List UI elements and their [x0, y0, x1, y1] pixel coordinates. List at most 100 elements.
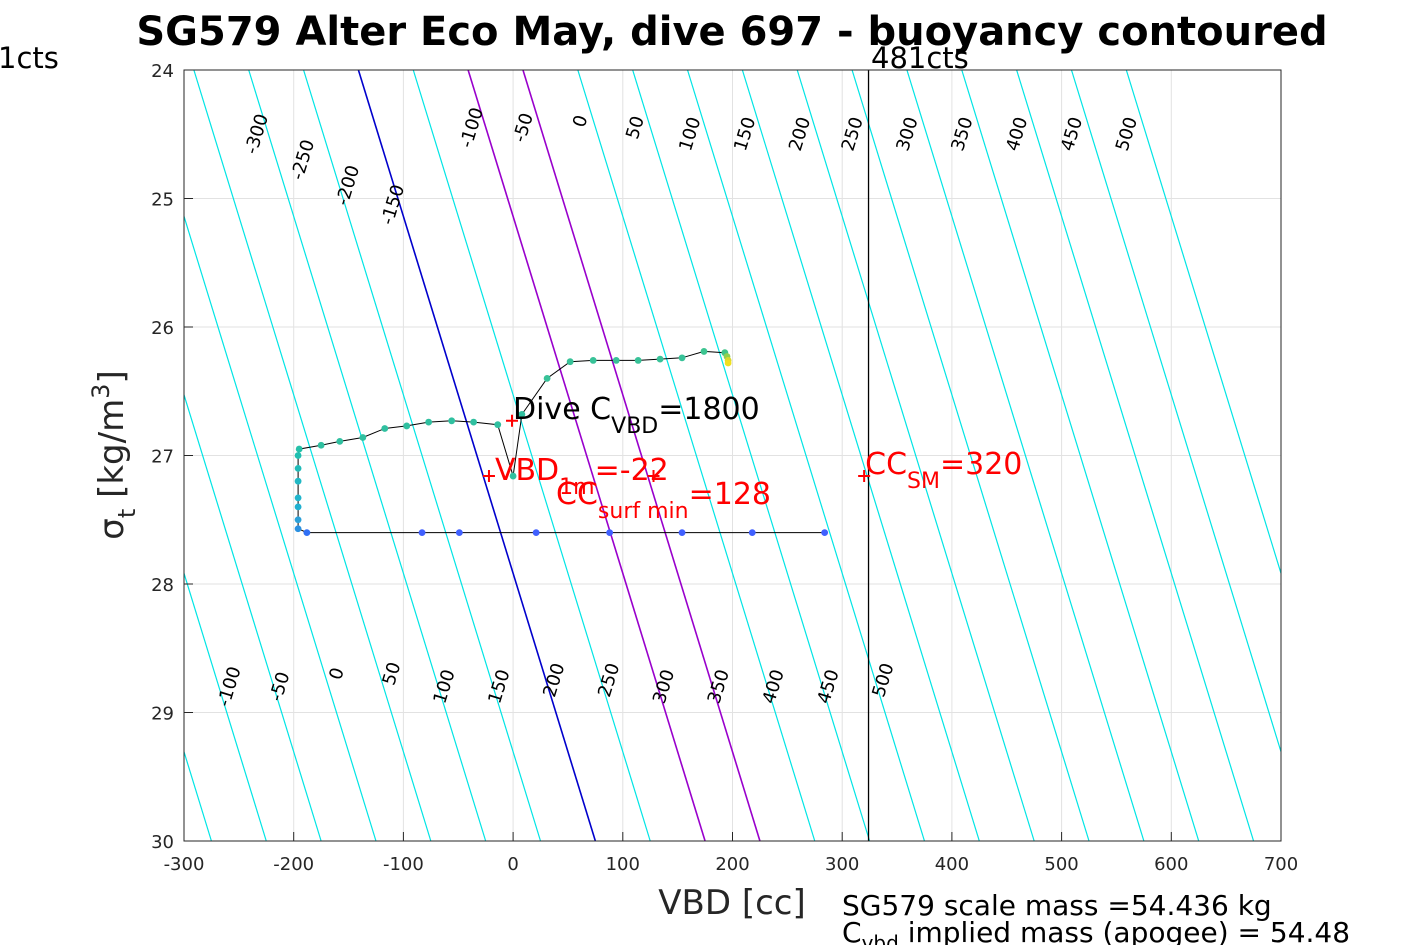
contour-line-200 [577, 70, 816, 841]
x-tick-label: 400 [935, 854, 969, 875]
contour-line-650 [1070, 70, 1281, 754]
contour-line-600 [1016, 70, 1255, 841]
x-tick-label: 100 [606, 854, 640, 875]
dive-point [606, 529, 614, 536]
y-axis-label: σt [kg/m3] [87, 370, 141, 539]
contour-line-550 [961, 70, 1200, 841]
contour-line-300 [686, 70, 926, 841]
contour-line-350 [741, 70, 980, 841]
axis-ticks: -300 -200 -100 0 100 200 300 400 500 600 700 24 25 26… [151, 61, 1298, 875]
x-tick-label: 300 [825, 854, 859, 875]
marker-label: CCSM=320 [865, 447, 1022, 494]
dive-point [566, 358, 574, 366]
y-tick-label: 28 [151, 575, 174, 596]
contour-line--50 [302, 70, 542, 841]
dive-trace [294, 348, 829, 536]
contour-line-150 [522, 70, 761, 841]
dive-point [336, 437, 344, 445]
dive-point [634, 357, 642, 364]
dive-point [294, 503, 302, 511]
footer-implied-text: implied mass (apogee) = 54.48 [899, 916, 1350, 945]
vline-top-label: 481cts [871, 41, 969, 75]
dive-point [381, 425, 389, 432]
dive-point [509, 472, 517, 480]
marker-plus [647, 470, 660, 483]
marker-label: CCsurf min=128 [556, 477, 771, 524]
dive-point [294, 525, 302, 533]
footer-cvbd-sub: vbd [862, 931, 899, 945]
marker-label-main: Dive C [513, 392, 611, 427]
contour-line--100 [248, 70, 487, 841]
footer-cvbd: C [842, 916, 862, 945]
x-tick-label: -200 [273, 854, 314, 875]
marker-label-value: =1800 [658, 392, 759, 427]
contour-line-450 [851, 70, 1090, 841]
marker-label: Dive CVBD=1800 [513, 392, 760, 439]
marker-plus [506, 414, 519, 427]
dive-point [359, 434, 367, 441]
chart-title: SG579 Alter Eco May, dive 697 - buoyancy… [136, 9, 1327, 55]
footer-scale-mass: SG579 scale mass =54.436 kg [842, 889, 1272, 922]
contour-line-400 [796, 70, 1035, 841]
dive-point [294, 477, 302, 485]
dive-point [656, 355, 664, 363]
marker-label-value: =-22 [595, 453, 669, 488]
contour-line-100 [467, 70, 706, 841]
dive-point [418, 529, 426, 536]
marker-label-main: CC [556, 477, 598, 512]
x-tick-label: 700 [1264, 854, 1298, 875]
marker-label-value: =320 [940, 447, 1022, 482]
dive-point [455, 529, 463, 536]
contour-labels: -300-250-200 -150-100 -50 0 50 100 150 200 250 30… [214, 105, 1142, 709]
y-tick-label: 26 [151, 318, 174, 339]
contour-line--200 [184, 214, 377, 841]
dive-point [543, 375, 551, 382]
marker-plus [858, 470, 871, 483]
dive-point [724, 359, 732, 367]
dive-point [518, 410, 526, 418]
dive-point [425, 418, 433, 426]
marker-label-sub: VBD [611, 414, 658, 439]
y-tick-label: 27 [151, 447, 174, 468]
contour-line-0 [357, 70, 597, 841]
dive-point [532, 529, 540, 536]
contour-line-700 [1125, 70, 1281, 576]
dive-point [294, 516, 302, 524]
dive-point [448, 417, 456, 425]
contour-line-250 [632, 70, 871, 841]
dive-point [678, 354, 686, 362]
x-tick-label: -100 [383, 854, 424, 875]
dive-point [612, 357, 620, 364]
dive-point [403, 422, 411, 430]
marker-label-sub: SM [907, 469, 940, 494]
marker-label-value: =128 [689, 477, 771, 512]
marker-label-main: VBD [495, 453, 559, 488]
marker-label: VBD1m=-22 [495, 453, 669, 500]
dive-point [294, 452, 302, 459]
marker-label-sub: surf min [598, 499, 689, 524]
footer-implied-mass: Cvbd implied mass (apogee) = 54.48 [842, 916, 1350, 945]
dive-point [470, 418, 478, 426]
dive-point [294, 494, 302, 502]
marker-label-sub: 1m [559, 475, 594, 500]
x-tick-label: -300 [164, 854, 205, 875]
dive-point [678, 529, 686, 536]
marker-plus [482, 470, 495, 483]
x-axis-label: VBD [cc] [658, 883, 806, 923]
marker-label-main: CC [865, 447, 907, 482]
dive-point [494, 421, 502, 429]
dive-point [295, 445, 303, 453]
x-tick-label: 200 [715, 854, 749, 875]
contour-line--250 [184, 392, 322, 841]
dive-point [821, 529, 829, 536]
x-tick-label: 600 [1154, 854, 1188, 875]
x-tick-label: 0 [507, 854, 518, 875]
contour-line-500 [906, 70, 1145, 841]
dive-point [317, 441, 325, 449]
y-tick-label: 24 [151, 61, 174, 82]
x-tick-label: 500 [1044, 854, 1078, 875]
contour-line--150 [193, 70, 432, 841]
dive-point [748, 529, 756, 536]
